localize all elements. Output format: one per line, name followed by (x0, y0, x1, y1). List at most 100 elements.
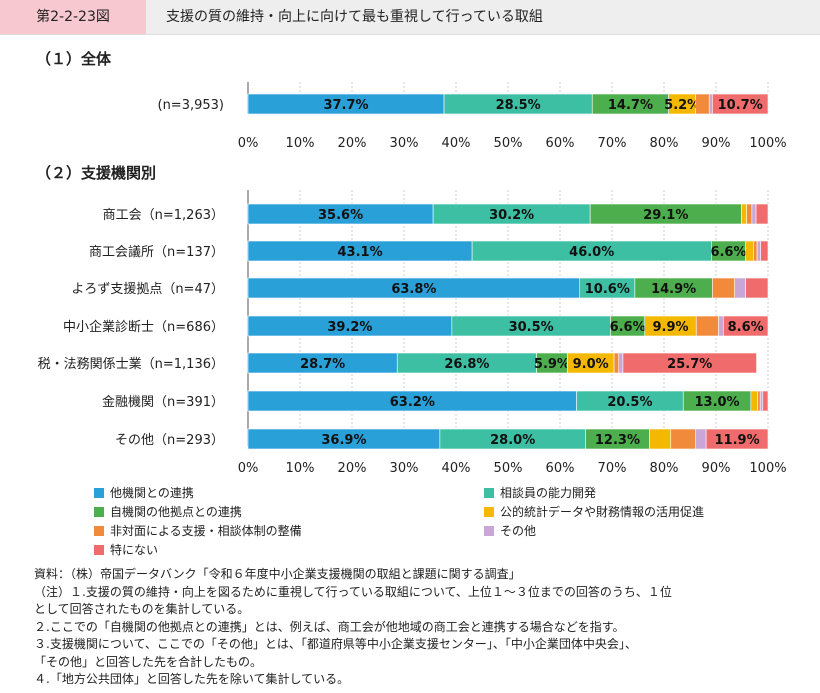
legend-label: 公的統計データや財務情報の活用促進 (500, 505, 705, 519)
legend-swatch (484, 526, 494, 536)
legend-swatch (94, 526, 104, 536)
category-label: 金融機関（n=391） (102, 394, 224, 410)
data-label: 8.6% (728, 320, 764, 335)
bar-segment (757, 390, 761, 412)
note-1-cont: として回答されたものを集計している。 (34, 602, 250, 616)
data-label: 6.6% (710, 245, 746, 260)
data-label: 6.6% (610, 320, 646, 335)
x-tick-label: 10% (286, 136, 315, 151)
x-tick-label: 80% (650, 136, 679, 151)
note-4: ４.「地方公共団体」と回答した先を除いて集計している。 (34, 672, 350, 686)
x-tick-label: 70% (598, 461, 627, 476)
legend-swatch (484, 488, 494, 498)
figure-number: 第2-2-23図 (0, 0, 146, 34)
data-label: 5.2% (664, 98, 700, 113)
data-label: 36.9% (321, 433, 366, 448)
bar-segment (712, 277, 736, 299)
note-3-cont: 「その他」と回答した先を合計したもの。 (34, 654, 263, 669)
x-tick-label: 40% (442, 461, 471, 476)
legend-label: 非対面による支援・相談体制の整備 (110, 524, 302, 538)
data-label: 30.5% (509, 320, 554, 335)
bar-segment (618, 352, 624, 374)
x-tick-label: 90% (702, 136, 731, 151)
data-label: 11.9% (715, 433, 760, 448)
bar-segment (746, 203, 753, 225)
legend-item: 自機関の他拠点との連携 (94, 503, 242, 521)
legend-label: 相談員の能力開発 (500, 486, 597, 500)
bar-segment (695, 93, 710, 115)
section-title-by-org: （２）支援機関別 (36, 164, 157, 182)
x-tick-label: 40% (442, 136, 471, 151)
bar-segment (755, 203, 769, 225)
data-label: 5.9% (534, 357, 570, 372)
data-label: 14.7% (608, 98, 653, 113)
x-tick-label: 30% (390, 461, 419, 476)
data-label: 28.5% (496, 98, 541, 113)
data-label: 63.8% (391, 282, 436, 297)
x-tick-label: 20% (338, 136, 367, 151)
data-label: 28.7% (300, 357, 345, 372)
legend-swatch (484, 507, 494, 517)
bar-segment (613, 352, 620, 374)
legend-swatch (94, 545, 104, 555)
data-label: 43.1% (338, 245, 383, 260)
legend-item: 相談員の能力開発 (484, 484, 596, 502)
x-tick-label: 80% (650, 461, 679, 476)
data-label: 35.6% (318, 208, 363, 223)
bar-segment (718, 315, 724, 337)
x-tick-label: 90% (702, 461, 731, 476)
x-tick-label: 50% (494, 136, 523, 151)
data-label: 13.0% (694, 395, 739, 410)
note-3: ３.支援機関について、ここでの「その他」とは、「都道府県等中小企業支援センター」… (34, 637, 637, 651)
figure-title: 支援の質の維持・向上に向けて最も重視して行っている取組 (166, 9, 543, 25)
data-label: 26.8% (444, 357, 489, 372)
bar-segment (695, 428, 707, 450)
data-label: 10.7% (718, 98, 763, 113)
bar-segment (741, 203, 747, 225)
bar-segment (695, 315, 719, 337)
data-label: 37.7% (323, 98, 368, 113)
bar-segment (753, 240, 758, 262)
legend-item: その他 (484, 522, 536, 540)
category-label: よろず支援拠点（n=47） (71, 282, 224, 297)
bar-segment (760, 240, 769, 262)
note-1: （注）１.支援の質の維持・向上を図るために重視して行っている取組について、上位１… (34, 584, 672, 599)
data-label: 39.2% (327, 320, 372, 335)
notes: 資料：（株）帝国データバンク「令和６年度中小企業支援機関の取組と課題に関する調査… (34, 566, 794, 689)
data-label: 28.0% (490, 433, 535, 448)
bar-segment (712, 93, 769, 115)
data-label: 46.0% (569, 245, 614, 260)
category-label: 商工会（n=1,263） (103, 208, 224, 223)
x-tick-label: 20% (338, 461, 367, 476)
data-label: 14.9% (651, 282, 696, 297)
bar-segment (622, 352, 757, 374)
bar-segment (649, 428, 672, 450)
x-tick-label: 10% (286, 461, 315, 476)
x-tick-label: 70% (598, 136, 627, 151)
legend-label: 自機関の他拠点との連携 (110, 505, 242, 519)
data-label: 9.0% (573, 357, 609, 372)
category-label: 税・法務関係士業（n=1,136） (38, 356, 224, 372)
data-label: 20.5% (607, 395, 652, 410)
x-tick-label: 60% (546, 136, 575, 151)
data-label: 10.6% (585, 282, 630, 297)
x-tick-label: 0% (238, 136, 259, 151)
note-2: ２.ここでの「自機関の他拠点との連携」とは、例えば、商工会が他地域の商工会と連携… (34, 619, 625, 634)
legend-swatch (94, 507, 104, 517)
x-tick-label: 50% (494, 461, 523, 476)
category-label: (n=3,953) (158, 98, 225, 113)
legend-label: その他 (500, 524, 537, 538)
legend-swatch (94, 488, 104, 498)
bar-segment (705, 428, 769, 450)
stacked-bar-chart: 0% 10% 20% 30% 40% 50% 60% 70% 80% 90% 100% (n=3,95… (38, 82, 787, 476)
legend-item: 公的統計データや財務情報の活用促進 (484, 503, 704, 521)
bar-segment (756, 240, 762, 262)
bar-segment (745, 240, 754, 262)
data-label: 9.9% (652, 320, 688, 335)
bar-segment (751, 203, 757, 225)
bar-segment (745, 277, 769, 299)
section-title-overall: （１）全体 (36, 50, 112, 68)
source-note: 資料：（株）帝国データバンク「令和６年度中小企業支援機関の取組と課題に関する調査… (34, 567, 521, 581)
x-tick-label: 0% (238, 461, 259, 476)
data-label: 25.7% (667, 357, 712, 372)
